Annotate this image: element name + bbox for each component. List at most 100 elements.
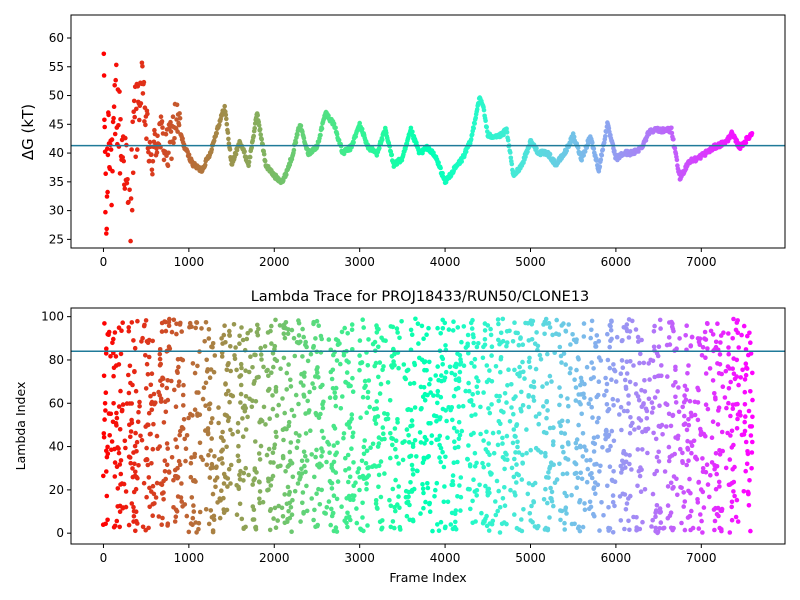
lambda-point — [735, 318, 740, 323]
lambda-point — [538, 357, 544, 362]
lambda-point — [313, 336, 318, 341]
lambda-point — [451, 425, 457, 431]
lambda-point — [514, 423, 519, 429]
lambda-point — [544, 415, 549, 421]
lambda-point — [246, 472, 251, 478]
lambda-point — [188, 474, 194, 480]
delta-g-point — [140, 91, 146, 96]
lambda-point — [593, 491, 598, 497]
lambda-point — [204, 462, 210, 468]
delta-g-point — [110, 168, 115, 174]
lambda-point — [698, 512, 703, 517]
lambda-point — [473, 412, 478, 417]
delta-g-point — [261, 151, 267, 157]
lambda-point — [680, 459, 685, 464]
lambda-point — [102, 401, 108, 406]
lambda-point — [223, 381, 228, 386]
lambda-point — [418, 511, 423, 516]
lambda-point — [728, 379, 733, 385]
lambda-point — [478, 404, 483, 410]
lambda-point — [673, 394, 678, 400]
delta-g-point — [674, 157, 680, 163]
lambda-point — [278, 366, 283, 372]
lambda-point — [657, 526, 662, 531]
lambda-point — [471, 340, 477, 346]
lambda-point — [465, 456, 470, 462]
lambda-point — [296, 320, 302, 326]
lambda-point — [650, 405, 656, 411]
lambda-point — [471, 477, 476, 483]
lambda-point — [528, 447, 533, 453]
x-tick-label: 5000 — [515, 255, 546, 269]
lambda-point — [625, 408, 630, 414]
lambda-point — [311, 321, 316, 327]
lambda-point — [141, 480, 147, 486]
lambda-point — [292, 488, 298, 494]
lambda-point — [347, 425, 353, 430]
delta-g-point — [130, 119, 135, 125]
lambda-point — [457, 432, 463, 438]
lambda-point — [212, 454, 217, 459]
lambda-point — [259, 418, 265, 424]
lambda-point — [226, 388, 231, 394]
lambda-point — [387, 497, 392, 503]
delta-g-point — [180, 136, 185, 141]
lambda-point — [681, 504, 686, 509]
lambda-point — [595, 482, 601, 488]
delta-g-point — [127, 187, 132, 193]
lambda-point — [546, 475, 551, 480]
lambda-point — [235, 453, 241, 459]
lambda-point — [301, 383, 306, 388]
lambda-point — [541, 404, 546, 409]
lambda-point — [655, 353, 661, 359]
delta-g-point — [474, 107, 480, 112]
lambda-point — [507, 419, 513, 424]
lambda-point — [500, 441, 505, 446]
lambda-point — [637, 473, 643, 479]
lambda-point — [364, 481, 369, 486]
lambda-point — [493, 512, 499, 518]
lambda-point — [286, 423, 292, 429]
lambda-point — [111, 401, 116, 406]
lambda-point — [166, 469, 172, 475]
lambda-point — [450, 479, 456, 484]
lambda-point — [620, 365, 626, 371]
lambda-point — [438, 445, 444, 451]
lambda-point — [565, 396, 570, 401]
lambda-point — [189, 324, 194, 330]
lambda-point — [328, 522, 334, 528]
lambda-point — [207, 375, 213, 381]
lambda-point — [735, 330, 741, 336]
delta-g-point — [120, 155, 125, 160]
lambda-point — [656, 449, 661, 455]
delta-g-point — [377, 145, 382, 151]
lambda-point — [582, 381, 587, 387]
lambda-point — [656, 459, 662, 464]
lambda-point — [300, 500, 305, 506]
lambda-point — [390, 519, 396, 524]
lambda-point — [717, 352, 723, 357]
lambda-point — [303, 431, 309, 436]
lambda-point — [284, 426, 289, 432]
lambda-point — [227, 332, 232, 338]
lambda-point — [219, 456, 224, 461]
lambda-point — [312, 507, 317, 513]
lambda-point — [280, 396, 285, 401]
lambda-point — [456, 404, 462, 409]
lambda-point — [489, 353, 494, 358]
lambda-point — [606, 505, 611, 510]
lambda-point — [183, 446, 189, 452]
lambda-point — [661, 525, 667, 531]
lambda-point — [265, 367, 270, 373]
lambda-point — [174, 368, 180, 374]
lambda-point — [273, 387, 279, 393]
lambda-point — [443, 524, 448, 530]
lambda-point — [549, 379, 554, 384]
lambda-point — [638, 351, 643, 357]
lambda-point — [319, 336, 325, 342]
lambda-point — [512, 512, 517, 517]
delta-g-point — [163, 131, 169, 137]
lambda-point — [133, 469, 138, 475]
lambda-point — [653, 510, 658, 515]
lambda-point — [730, 336, 735, 341]
